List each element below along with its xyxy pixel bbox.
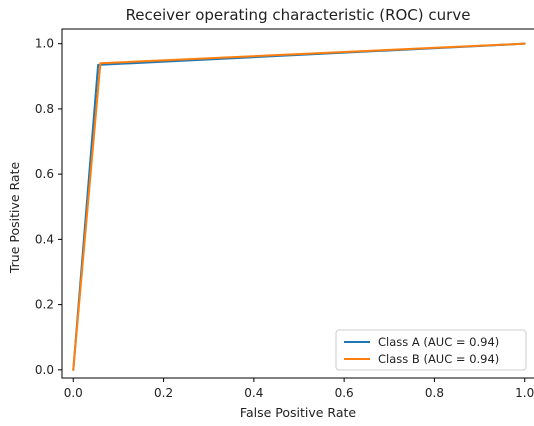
y-tick-label: 0.6 [35,167,54,181]
x-tick-label: 0.8 [425,386,444,400]
series-layer [72,42,526,371]
y-axis-title: True Positive Rate [7,162,22,275]
y-tick-label: 0.8 [35,102,54,116]
x-tick-label: 1.0 [515,386,534,400]
y-tick-label: 0.2 [35,298,54,312]
series-line-class-b [72,42,526,371]
legend: Class A (AUC = 0.94) Class B (AUC = 0.94) [335,329,527,371]
x-tick-label: 0.6 [335,386,354,400]
legend-entry-label: Class A (AUC = 0.94) [378,335,499,349]
y-tick-label: 1.0 [35,37,54,51]
x-axis: 0.0 0.2 0.4 0.6 0.8 1.0 [64,378,534,400]
x-axis-title: False Positive Rate [240,405,356,420]
chart-title: Receiver operating characteristic (ROC) … [126,6,471,24]
y-tick-label: 0.0 [35,363,54,377]
y-tick-label: 0.4 [35,232,54,246]
x-tick-label: 0.2 [154,386,173,400]
legend-box [335,329,527,371]
x-tick-label: 0.4 [244,386,263,400]
y-axis: 0.0 0.2 0.4 0.6 0.8 1.0 [35,37,62,377]
plot-area-frame [61,28,534,379]
legend-entry-label: Class B (AUC = 0.94) [378,352,499,366]
x-tick-label: 0.0 [64,386,83,400]
